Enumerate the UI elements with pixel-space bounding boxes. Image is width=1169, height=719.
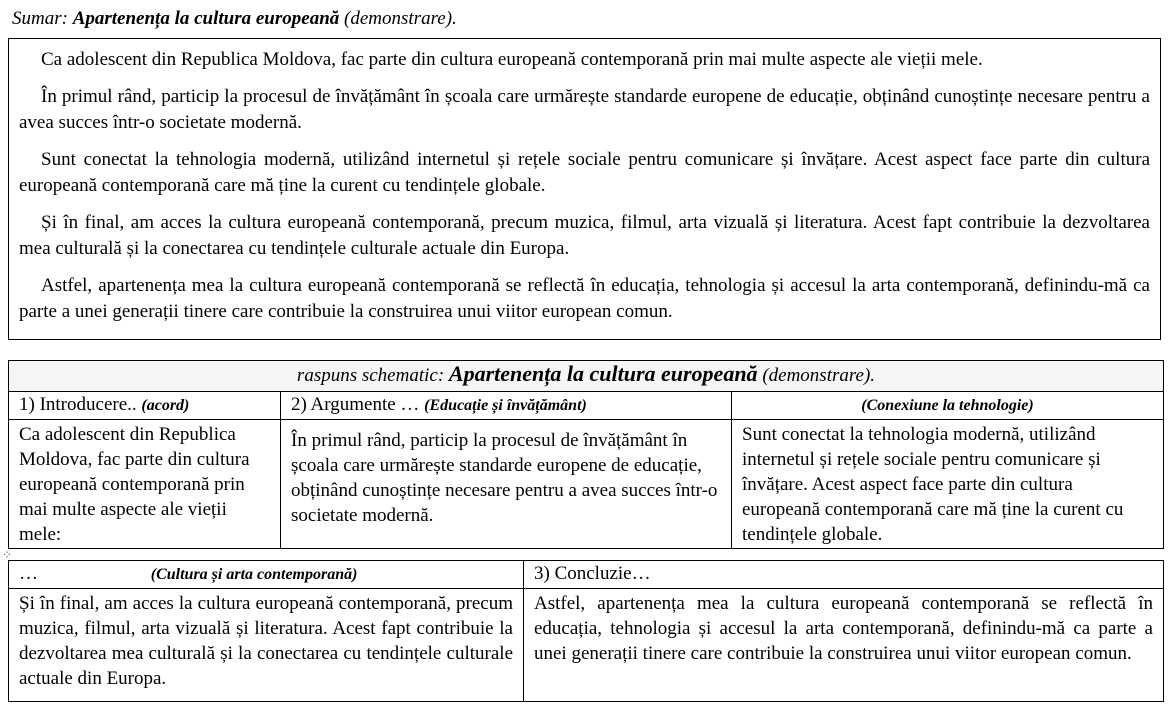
schematic-title: Apartenența la cultura europeană: [448, 361, 758, 386]
conclusion-text-cell: Astfel, apartenența mea la cultura europ…: [523, 588, 1164, 702]
culture-header-label: …: [19, 563, 43, 584]
summary-heading-prefix: Sumar:: [12, 8, 73, 29]
schematic-table-bottom: … (Cultura și arta contemporană) 3) Conc…: [8, 560, 1164, 702]
summary-text-box: Ca adolescent din Republica Moldova, fac…: [8, 38, 1161, 340]
schematic-title-suffix: (demonstrare).: [757, 365, 876, 386]
conclusion-header-cell: 3) Concluzie…: [523, 560, 1164, 589]
intro-text-cell: Ca adolescent din Republica Moldova, fac…: [8, 419, 281, 549]
summary-paragraph: În primul rând, particip la procesul de …: [19, 86, 1150, 133]
arguments-header-cell: 2) Argumente … (Educație și învățământ): [280, 391, 732, 420]
intro-header-label: 1) Introducere..: [19, 394, 142, 415]
education-text-cell: În primul rând, particip la procesul de …: [280, 419, 732, 549]
summary-paragraph: Ca adolescent din Republica Moldova, fac…: [41, 49, 983, 70]
technology-header-cell: (Conexiune la tehnologie): [731, 391, 1164, 420]
schematic-title-cell: raspuns schematic: Apartenența la cultur…: [8, 360, 1164, 392]
summary-paragraph: Și în final, am acces la cultura europea…: [19, 212, 1150, 259]
schematic-title-prefix: raspuns schematic:: [296, 365, 449, 386]
summary-paragraph: Sunt conectat la tehnologia modernă, uti…: [19, 149, 1150, 196]
arguments-header-label: 2) Argumente …: [291, 394, 425, 415]
arguments-header-note: (Educație și învățământ): [424, 397, 587, 414]
technology-header-note: (Conexiune la tehnologie): [861, 397, 1034, 414]
technology-text-cell: Sunt conectat la tehnologia modernă, uti…: [731, 419, 1164, 549]
summary-heading: Sumar: Apartenența la cultura europeană …: [12, 8, 457, 30]
culture-text-cell: Și în final, am acces la cultura europea…: [8, 588, 524, 702]
intro-header-note: (acord): [141, 397, 190, 414]
table-move-handle-icon[interactable]: ⁘: [2, 548, 13, 562]
intro-header-cell: 1) Introducere.. (acord): [8, 391, 281, 420]
culture-header-cell: … (Cultura și arta contemporană): [8, 560, 524, 589]
summary-heading-title: Apartenența la cultura europeană: [72, 8, 340, 29]
schematic-table-top: raspuns schematic: Apartenența la cultur…: [8, 360, 1164, 549]
summary-heading-suffix: (demonstrare).: [339, 8, 457, 29]
summary-paragraph: Astfel, apartenența mea la cultura europ…: [19, 275, 1150, 322]
culture-header-note: (Cultura și arta contemporană): [150, 566, 358, 583]
conclusion-header-label: 3) Concluzie…: [534, 563, 651, 584]
